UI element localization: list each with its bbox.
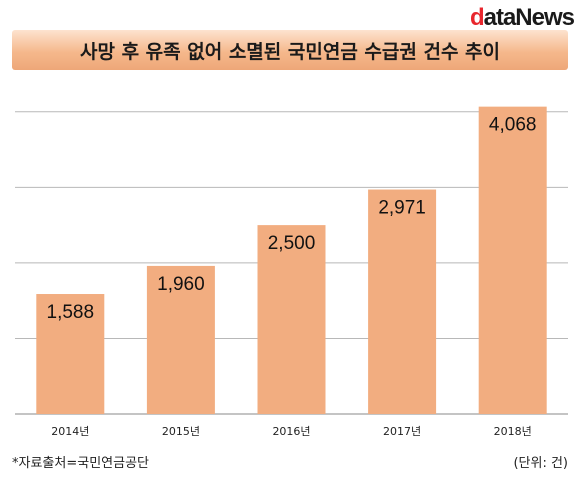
source-note: *자료출처=국민연금공단 <box>12 456 149 471</box>
x-tick-labels: 2014년 2015년 2016년 2017년 2018년 <box>51 425 532 438</box>
logo-wordmark: ataNews <box>483 4 575 31</box>
bar-value-label: 2,971 <box>378 198 426 219</box>
datanews-logo: dataNews <box>469 4 575 32</box>
logo-letter-d: d <box>469 4 485 31</box>
bar <box>146 265 215 414</box>
bar-value-label: 1,588 <box>47 302 95 323</box>
bar-value-label: 1,960 <box>157 274 205 295</box>
unit-note: (단위: 건) <box>513 456 568 471</box>
x-tick-label: 2014년 <box>51 425 89 438</box>
x-tick-label: 2018년 <box>494 425 532 438</box>
bar-value-label: 4,068 <box>489 115 537 136</box>
bar-value-label: 2,500 <box>268 233 316 254</box>
bar <box>368 189 437 414</box>
x-tick-label: 2015년 <box>162 425 200 438</box>
value-labels: 1,588 1,960 2,500 2,971 4,068 <box>47 115 537 323</box>
bar <box>36 294 105 414</box>
bar <box>478 106 547 414</box>
x-tick-label: 2016년 <box>272 425 310 438</box>
chart-title-bar: 사망 후 유족 없어 소멸된 국민연금 수급권 건수 추이 <box>12 30 568 70</box>
bars <box>36 106 547 414</box>
chart-title: 사망 후 유족 없어 소멸된 국민연금 수급권 건수 추이 <box>80 40 500 63</box>
x-tick-label: 2017년 <box>383 425 421 438</box>
bar <box>257 225 326 414</box>
